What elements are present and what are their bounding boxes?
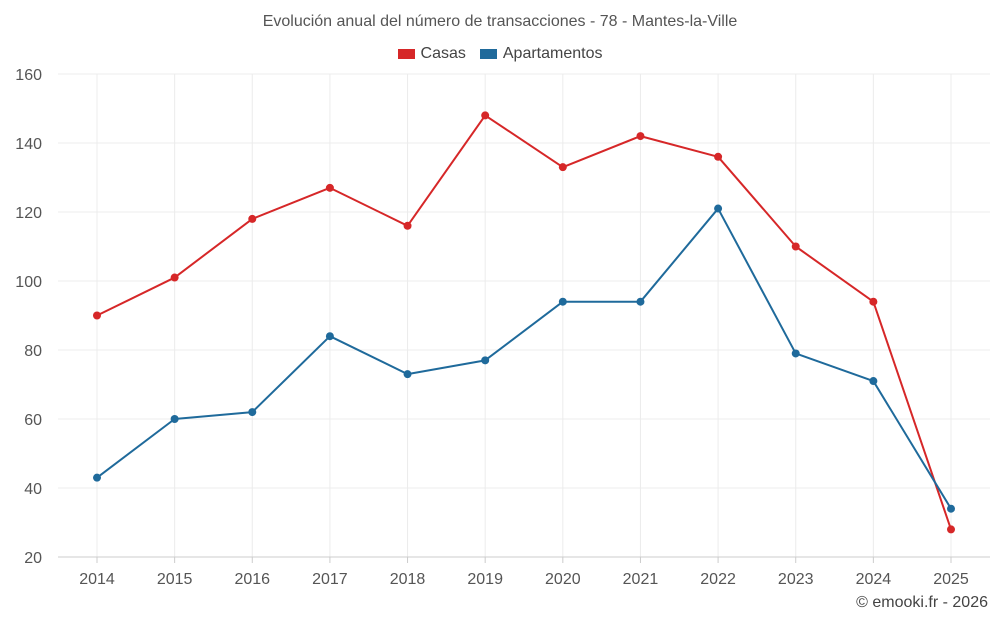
data-point-apartamentos [558,297,567,306]
legend-item-apartamentos[interactable]: Apartamentos [479,45,603,63]
data-point-apartamentos [714,204,723,213]
x-tick-label: 2020 [545,571,581,588]
data-point-apartamentos [93,473,101,482]
y-tick-label: 120 [15,205,42,222]
data-point-casas [481,111,490,120]
data-point-casas [93,311,101,320]
legend: Casas Apartamentos [0,45,1000,63]
data-point-apartamentos [869,377,878,386]
y-tick-label: 160 [15,67,42,84]
x-tick-label: 2021 [623,571,659,588]
legend-swatch-casas [397,49,415,59]
legend-label-casas: Casas [420,45,466,62]
x-tick-label: 2015 [157,571,193,588]
data-point-casas [947,525,955,534]
legend-swatch-apartamentos [479,49,497,59]
legend-item-casas[interactable]: Casas [397,45,466,63]
chart-title: Evolución anual del número de transaccio… [262,13,738,30]
data-point-apartamentos [791,349,800,358]
data-point-casas [714,152,723,161]
credit-text: © emooki.fr - 2026 [856,594,988,611]
x-tick-label: 2014 [79,571,115,588]
x-tick-label: 2019 [467,571,503,588]
legend-label-apartamentos: Apartamentos [502,45,603,62]
data-point-casas [248,214,257,223]
x-tick-label: 2018 [390,571,426,588]
data-point-apartamentos [636,297,645,306]
y-tick-label: 20 [24,550,42,567]
data-point-casas [403,221,412,230]
data-point-apartamentos [325,332,334,341]
x-tick-label: 2025 [933,571,969,588]
data-point-casas [558,163,567,172]
data-point-casas [869,297,878,306]
x-tick-label: 2024 [856,571,892,588]
data-point-apartamentos [403,370,412,379]
data-point-casas [791,242,800,251]
series-line-casas [96,114,952,530]
y-tick-label: 80 [24,343,42,360]
y-tick-label: 140 [15,136,42,153]
data-point-apartamentos [481,356,490,365]
data-point-apartamentos [170,415,179,423]
x-tick-label: 2017 [312,571,348,588]
series-line-apartamentos [96,207,952,510]
data-point-casas [170,273,179,282]
y-tick-label: 40 [24,481,42,498]
y-tick-label: 60 [24,412,42,429]
data-point-casas [636,132,645,141]
y-tick-label: 100 [15,274,42,291]
data-point-apartamentos [947,504,955,513]
x-tick-label: 2016 [234,571,270,588]
x-tick-label: 2022 [700,571,736,588]
data-point-apartamentos [248,408,257,417]
x-tick-label: 2023 [778,571,814,588]
data-point-casas [325,183,334,192]
